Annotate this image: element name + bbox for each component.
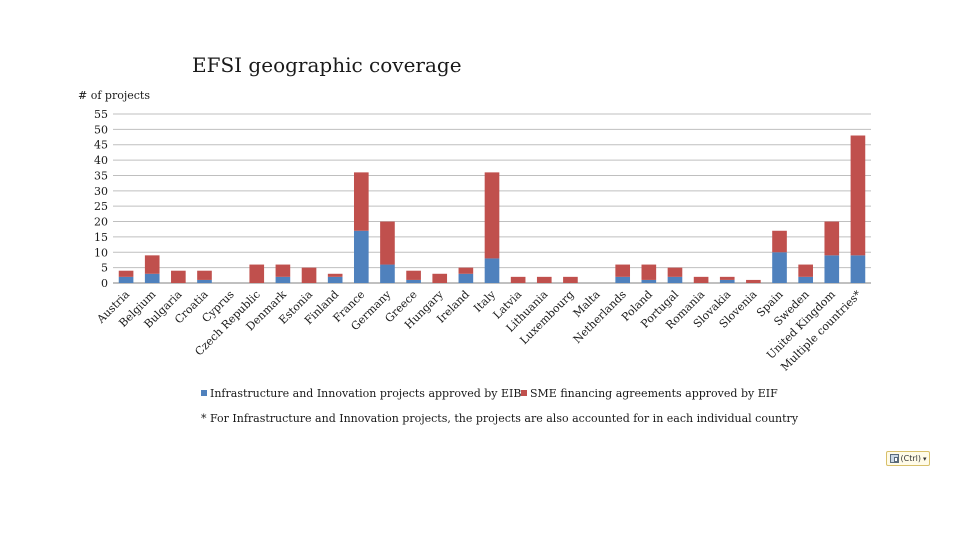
bar-segment-eif [380, 221, 395, 265]
y-tick-label: 0 [101, 277, 108, 290]
bar-segment-eif [144, 255, 160, 274]
bars [118, 135, 866, 283]
legend: Infrastructure and Innovation projects a… [201, 387, 778, 400]
clipboard-icon [889, 454, 899, 463]
bar-segment-eif [667, 267, 683, 277]
bar-segment-eif [536, 276, 552, 283]
bar-segment-eib [667, 276, 683, 283]
bar-segment-eif [824, 221, 840, 256]
bar-segment-eif [406, 270, 421, 280]
bar-segment-eif [484, 172, 500, 259]
bar-segment-eif [275, 264, 291, 277]
bar-segment-eif [301, 267, 317, 283]
paste-options-button[interactable]: (Ctrl) ▾ [886, 451, 930, 466]
y-tick-label: 55 [94, 108, 108, 121]
bar-segment-eif [432, 273, 448, 283]
bar-segment-eib [798, 276, 813, 283]
bar-segment-eib [458, 273, 474, 283]
y-tick-label: 5 [101, 262, 108, 275]
bar-segment-eib [380, 264, 395, 283]
bar-segment-eib [850, 255, 866, 283]
bar-segment-eib [144, 273, 160, 283]
bar-segment-eif [171, 270, 186, 283]
y-axis-label: # of projects [78, 89, 150, 102]
y-tick-label: 10 [94, 246, 108, 259]
y-tick-label: 35 [94, 169, 108, 182]
footnote: * For Infrastructure and Innovation proj… [201, 412, 799, 425]
bar-segment-eif [719, 276, 735, 280]
paste-options-label: (Ctrl) [900, 454, 921, 463]
bar-segment-eib [772, 252, 787, 283]
bar-segment-eif [798, 264, 813, 277]
chart-title: EFSI geographic coverage [192, 53, 462, 77]
y-tick-labels: 0 5 10 15 20 25 30 35 40 45 50 55 [94, 108, 108, 290]
legend-swatch [201, 390, 207, 396]
bar-segment-eif [327, 273, 343, 277]
legend-swatch [521, 390, 527, 396]
bar-segment-eib [484, 258, 500, 283]
bar-segment-eif [693, 276, 709, 283]
legend-entry: Infrastructure and Innovation projects a… [210, 387, 521, 400]
y-tick-label: 30 [94, 185, 108, 198]
y-tick-label: 45 [94, 139, 108, 152]
legend-entry: SME financing agreements approved by EIF [530, 387, 778, 400]
bar-segment-eib [275, 276, 291, 283]
bar-segment-eif [615, 264, 631, 277]
y-tick-label: 20 [94, 216, 108, 229]
y-tick-label: 50 [94, 123, 108, 136]
bar-segment-eif [249, 264, 265, 283]
bar-segment-eib [118, 276, 134, 283]
y-tick-label: 40 [94, 154, 108, 167]
bar-segment-eib [197, 279, 212, 283]
bar-segment-eif [118, 270, 134, 277]
bar-segment-eif [510, 276, 526, 283]
bar-segment-eif [641, 264, 657, 280]
bar-segment-eif [772, 230, 787, 253]
bar-segment-eif [746, 279, 761, 283]
bar-segment-eif [563, 276, 578, 283]
bar-segment-eif [197, 270, 212, 280]
bar-segment-eib [719, 279, 735, 283]
bar-segment-eib [353, 230, 369, 283]
bar-segment-eib [824, 255, 840, 283]
x-tick-labels: AustriaBelgiumBulgariaCroatiaCyprusCzech… [94, 287, 865, 373]
bar-segment-eib [641, 279, 657, 283]
bar-segment-eib [615, 276, 631, 283]
bar-segment-eib [327, 276, 343, 283]
bar-segment-eib [406, 279, 421, 283]
y-tick-label: 25 [94, 200, 108, 213]
bar-segment-eif [850, 135, 866, 256]
chevron-down-icon: ▾ [922, 454, 927, 463]
bar-segment-eif [458, 267, 474, 274]
y-tick-label: 15 [94, 231, 108, 244]
bar-segment-eif [353, 172, 369, 231]
